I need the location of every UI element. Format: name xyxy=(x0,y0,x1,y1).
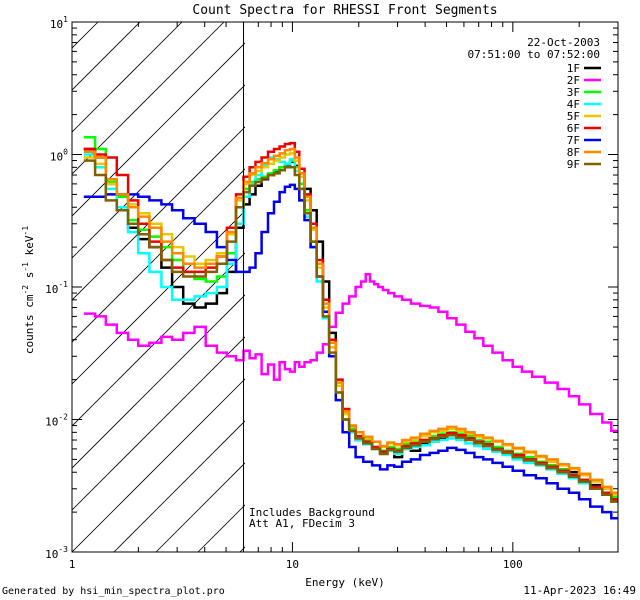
x-axis-label: Energy (keV) xyxy=(305,576,384,589)
background-annotation: Includes Background xyxy=(249,506,375,519)
legend-label-3F: 3F xyxy=(567,86,580,99)
hatch-line xyxy=(72,294,245,469)
footer-timestamp: 11-Apr-2023 16:49 xyxy=(523,584,636,597)
hatch-line xyxy=(72,84,245,259)
x-tick-label: 100 xyxy=(503,558,523,571)
series-layer xyxy=(83,135,618,520)
date-label: 22-Oct-2003 xyxy=(527,36,600,49)
y-tick-exponent: -2 xyxy=(58,413,68,422)
y-tick-base: 10 xyxy=(45,548,58,561)
attenuator-annotation: Att A1, FDecim 3 xyxy=(249,517,355,530)
x-tick-label: 10 xyxy=(286,558,299,571)
legend-label-4F: 4F xyxy=(567,98,580,111)
chart-title: Count Spectra for RHESSI Front Segments xyxy=(192,3,497,18)
axis-ticks xyxy=(71,22,619,553)
hatch-line xyxy=(72,22,225,175)
series-2F xyxy=(83,272,618,433)
hatch-line xyxy=(155,462,245,552)
time-range-label: 07:51:00 to 07:52:00 xyxy=(468,48,600,61)
y-tick-exponent: 0 xyxy=(63,148,68,157)
y-tick-label: 101 xyxy=(50,15,68,31)
legend-label-5F: 5F xyxy=(567,110,580,123)
y-axis-label-exp2: -1 xyxy=(21,262,30,272)
legend-label-2F: 2F xyxy=(567,74,580,87)
y-tick-base: 10 xyxy=(45,416,58,429)
y-tick-base: 10 xyxy=(45,283,58,296)
y-tick-label: 10-3 xyxy=(45,545,68,561)
legend-label-6F: 6F xyxy=(567,122,580,135)
y-axis-label-mid2: keV xyxy=(23,235,36,262)
legend-label-8F: 8F xyxy=(567,146,580,159)
y-tick-base: 10 xyxy=(50,151,63,164)
hatch-line xyxy=(72,126,245,301)
y-axis-label-exp1: -2 xyxy=(21,285,30,295)
y-tick-exponent: -3 xyxy=(58,545,68,554)
y-axis-label-prefix: counts cm xyxy=(23,294,36,354)
y-tick-label: 10-1 xyxy=(45,280,68,296)
legend-label-9F: 9F xyxy=(567,158,580,171)
series-9F xyxy=(83,159,618,503)
legend-label-1F: 1F xyxy=(567,62,580,75)
hatch-line xyxy=(72,336,245,511)
y-tick-label: 10-2 xyxy=(45,413,68,429)
footer-generated-by: Generated by hsi_min_spectra_plot.pro xyxy=(2,586,225,597)
hatch-line xyxy=(72,168,245,343)
y-tick-exponent: 1 xyxy=(63,15,68,24)
hatch-line xyxy=(72,378,245,552)
x-tick-label: 1 xyxy=(69,558,76,571)
y-axis-label-mid: s xyxy=(23,272,36,285)
y-tick-exponent: -1 xyxy=(58,280,68,289)
hatch-line xyxy=(72,42,245,217)
y-tick-base: 10 xyxy=(50,18,63,31)
hatch-line xyxy=(72,252,245,427)
hatch-line xyxy=(72,22,183,133)
legend-label-7F: 7F xyxy=(567,134,580,147)
y-axis-label: counts cm-2 s-1 keV-1 xyxy=(21,226,36,354)
y-axis-label-exp3: -1 xyxy=(21,226,30,236)
hatch-line xyxy=(113,420,245,552)
y-tick-label: 100 xyxy=(50,148,68,164)
